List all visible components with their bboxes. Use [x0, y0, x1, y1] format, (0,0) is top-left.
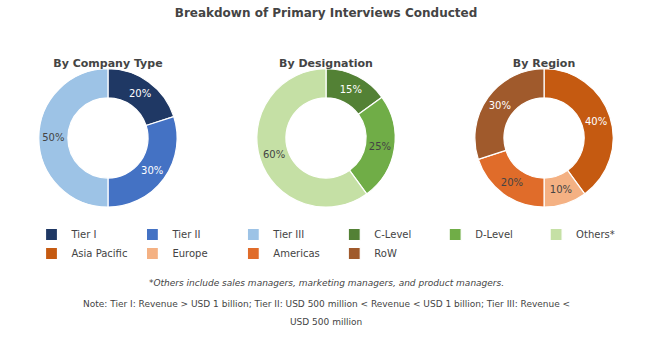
svg-text:Asia Pacific: Asia Pacific — [72, 248, 128, 259]
svg-text:USD 500 million: USD 500 million — [290, 317, 362, 327]
svg-text:By Region: By Region — [513, 57, 575, 70]
svg-text:By Company Type: By Company Type — [53, 57, 162, 70]
svg-text:30%: 30% — [489, 100, 511, 111]
svg-text:25%: 25% — [369, 141, 391, 152]
svg-text:Tier III: Tier III — [272, 229, 304, 240]
svg-text:D-Level: D-Level — [475, 229, 513, 240]
svg-text:60%: 60% — [263, 149, 285, 160]
svg-text:40%: 40% — [585, 116, 607, 127]
svg-text:Tier II: Tier II — [171, 229, 200, 240]
svg-text:RoW: RoW — [374, 248, 397, 259]
svg-text:By Designation: By Designation — [279, 57, 373, 70]
svg-text:Note: Tier I: Revenue > USD 1: Note: Tier I: Revenue > USD 1 billion; T… — [83, 299, 570, 309]
svg-text:30%: 30% — [141, 165, 163, 176]
svg-text:20%: 20% — [129, 88, 151, 99]
svg-text:15%: 15% — [340, 84, 362, 95]
svg-text:Breakdown of Primary Interview: Breakdown of Primary Interviews Conducte… — [175, 6, 478, 20]
svg-text:*Others include sales managers: *Others include sales managers, marketin… — [149, 278, 504, 288]
svg-text:C-Level: C-Level — [374, 229, 411, 240]
svg-text:10%: 10% — [550, 184, 572, 195]
svg-text:Americas: Americas — [273, 248, 319, 259]
svg-text:Others*: Others* — [576, 229, 615, 240]
svg-text:Europe: Europe — [172, 248, 207, 259]
svg-text:50%: 50% — [42, 132, 64, 143]
svg-text:Tier I: Tier I — [71, 229, 97, 240]
svg-text:20%: 20% — [501, 177, 523, 188]
